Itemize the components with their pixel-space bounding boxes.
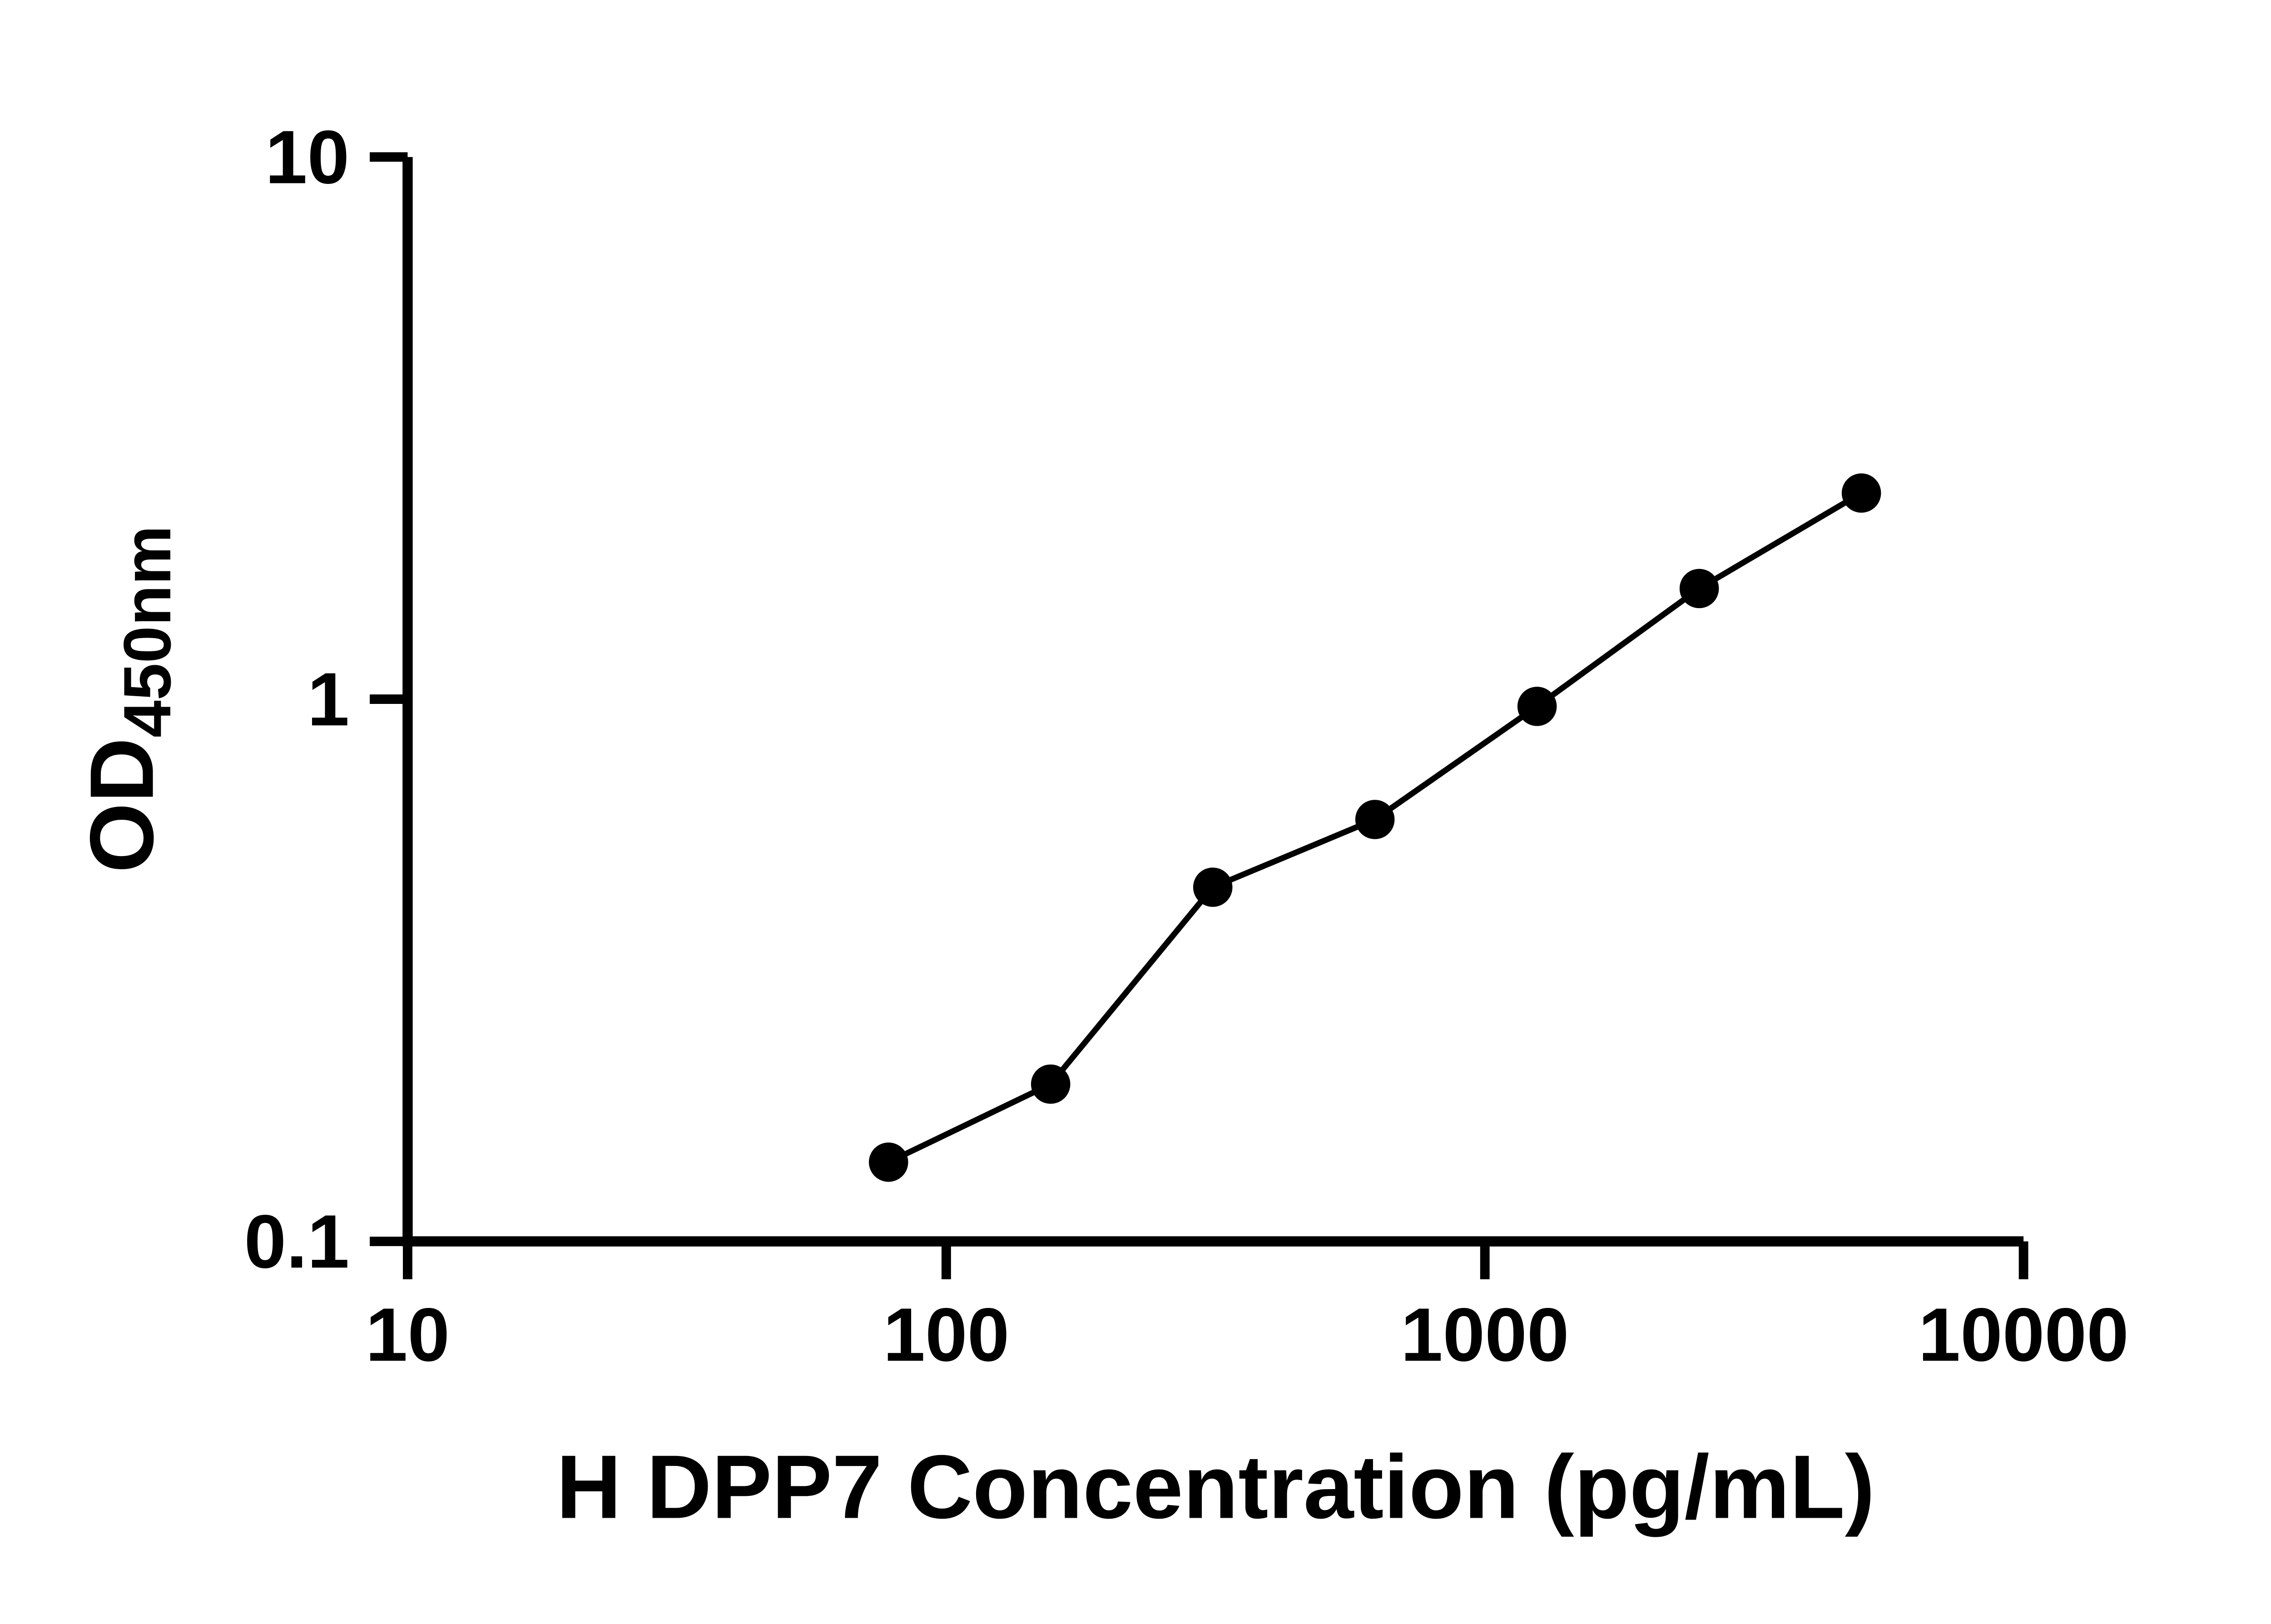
x-axis-title: H DPP7 Concentration (pg/mL) [556,1436,1875,1537]
data-point [1679,569,1719,609]
data-point [1355,800,1395,839]
data-point [868,1142,908,1182]
data-point [1517,687,1557,726]
x-tick-label: 1000 [1401,1292,1569,1377]
y-tick-label: 1 [307,657,350,742]
y-axis-title: OD450nm [72,525,185,873]
y-tick-label: 0.1 [244,1199,350,1284]
x-tick-label: 10000 [1918,1292,2128,1377]
x-tick-label: 100 [883,1292,1009,1377]
axes-frame [402,157,2024,1247]
data-point [1841,473,1881,513]
data-point [1031,1064,1071,1104]
x-tick-label: 10 [366,1292,450,1377]
y-tick-label: 10 [265,115,349,199]
data-point [1193,867,1233,907]
